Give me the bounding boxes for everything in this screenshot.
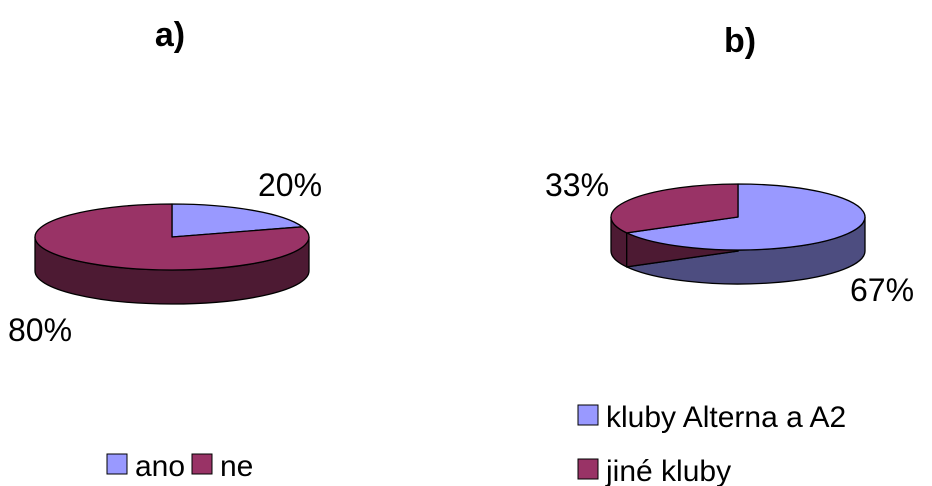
chart-a: a) 20% 80% ano ne xyxy=(8,16,322,483)
chart-b-legend: kluby Alterna a A2 jiné kluby xyxy=(577,401,846,486)
legend-swatch-jine-kluby xyxy=(577,458,599,480)
legend-swatch-ano xyxy=(106,453,128,475)
legend-label-kluby-alterna: kluby Alterna a A2 xyxy=(606,401,846,434)
chart-b: b) 67% 33% kluby Alterna a A2 jiné kluby xyxy=(545,22,914,486)
legend-label-jine-kluby: jiné kluby xyxy=(605,455,731,486)
chart-a-title: a) xyxy=(155,16,185,54)
legend-label-ne: ne xyxy=(220,450,253,483)
legend-swatch-ne xyxy=(191,453,213,475)
pie-a xyxy=(34,203,310,305)
pie-a-slice-1-top xyxy=(34,203,310,271)
legend-label-ano: ano xyxy=(135,450,185,483)
pie-b-slice-0-top xyxy=(626,183,866,251)
chart-a-legend: ano ne xyxy=(106,450,253,483)
chart-a-label-ne: 80% xyxy=(8,312,72,348)
chart-a-label-ano: 20% xyxy=(258,167,322,203)
legend-swatch-kluby-alterna xyxy=(577,404,599,426)
chart-b-label-jine-kluby: 33% xyxy=(545,167,609,203)
pie-b-slice-1-top xyxy=(610,183,739,234)
chart-b-title: b) xyxy=(724,22,756,60)
pie-b xyxy=(610,183,866,285)
chart-b-label-kluby-alterna: 67% xyxy=(850,272,914,308)
